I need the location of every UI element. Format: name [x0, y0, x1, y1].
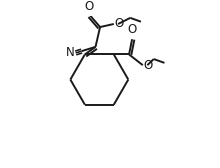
Text: O: O: [115, 17, 124, 30]
Text: O: O: [127, 23, 137, 36]
Text: O: O: [143, 59, 153, 72]
Text: O: O: [85, 0, 94, 13]
Text: N: N: [66, 47, 75, 59]
